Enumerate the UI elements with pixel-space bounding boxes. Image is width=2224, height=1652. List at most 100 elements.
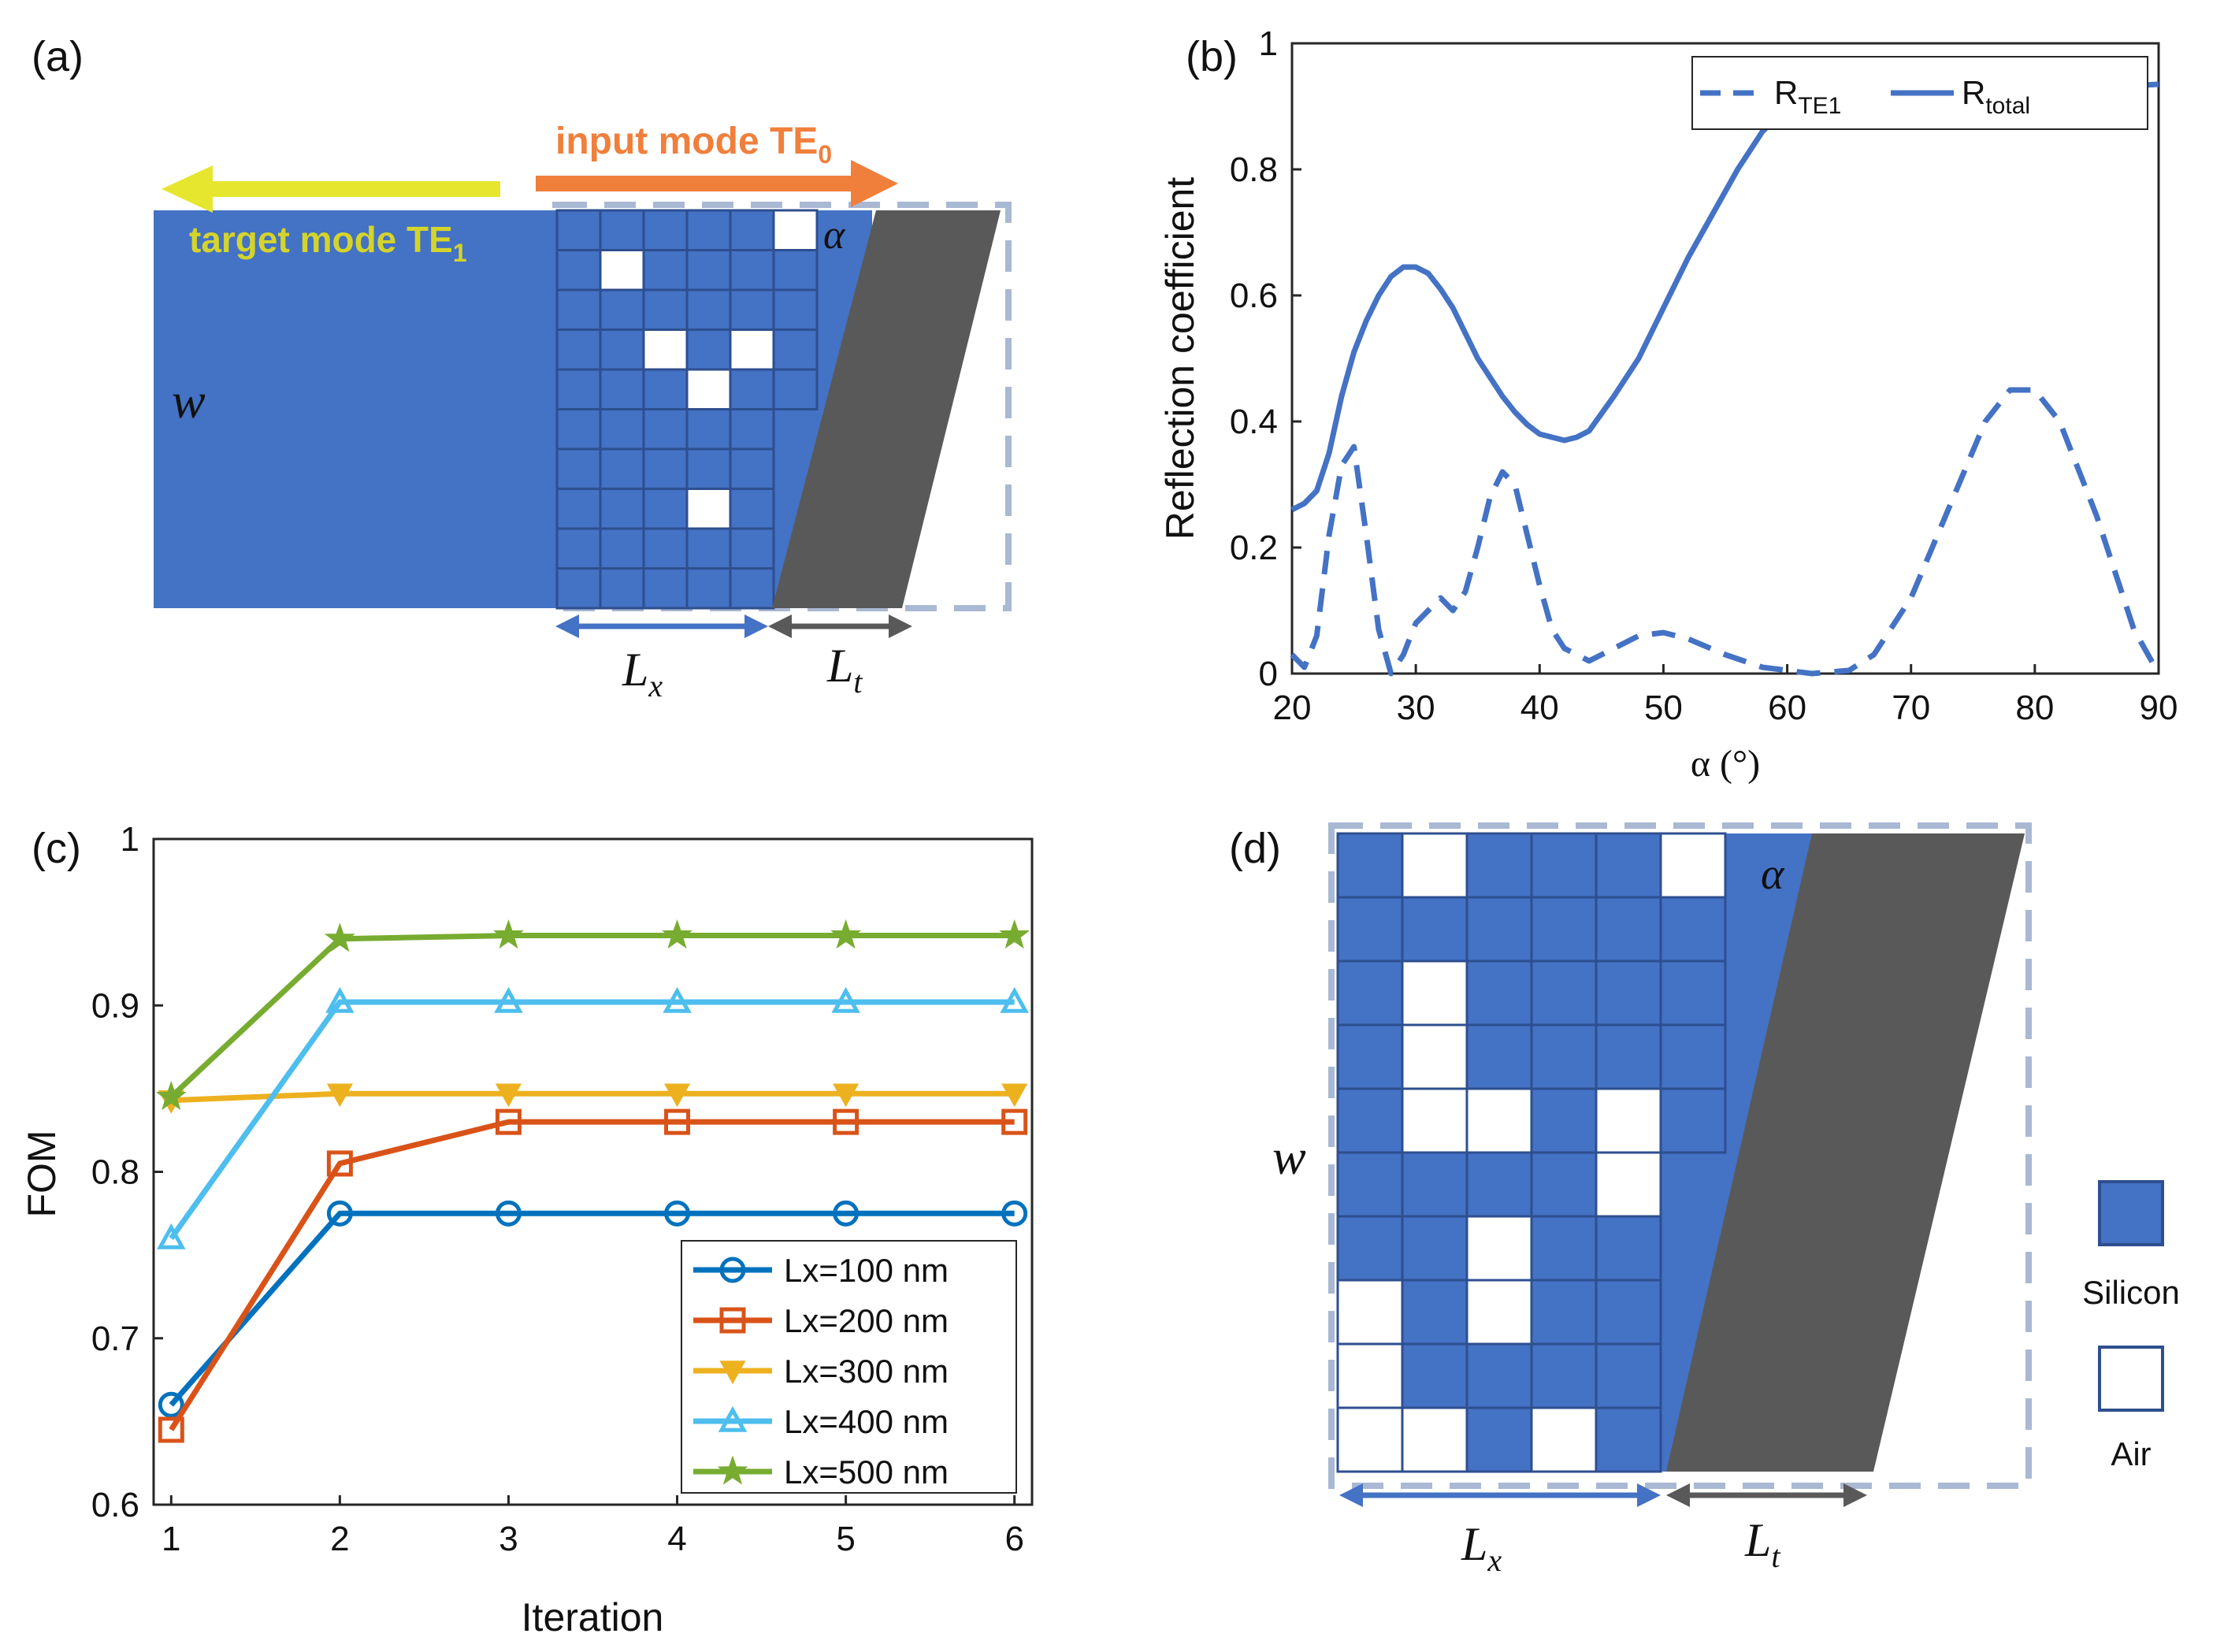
panel-b-chart: (b) 20 30 40 50 60 70 80 90 0 0.2 0.4 0.6 0.8 1 Refle… <box>1158 24 2178 785</box>
x-tick-label-b: 30 <box>1397 689 1435 727</box>
lx-arrow-right-icon <box>744 614 768 638</box>
grid-cell <box>642 329 689 371</box>
target-mode-label: target mode TE1 <box>189 219 467 267</box>
grid-cell <box>772 368 819 410</box>
data-point-circle <box>719 1257 746 1283</box>
data-point-circle <box>326 1200 353 1227</box>
y-tick-label-b: 0 <box>1259 655 1278 693</box>
design-region-box-d <box>1328 822 2032 1489</box>
data-point-triangle-up <box>718 1405 748 1432</box>
grid-cell <box>1336 1342 1404 1409</box>
data-point-square <box>158 1416 184 1443</box>
plot-area-b <box>1290 42 2160 675</box>
series-line-c <box>169 1119 1015 1431</box>
x-axis-title-c: Iteration <box>522 1595 664 1639</box>
data-point-triangle-down <box>495 1083 522 1108</box>
grid-cell <box>772 209 819 251</box>
data-point-star <box>999 919 1030 949</box>
legend-rte1: RTE1 <box>1774 74 1841 119</box>
grid-cell <box>729 329 775 371</box>
taper-region <box>772 210 1001 608</box>
legend-entries-c: Lx=100 nm Lx=200 nm Lx=300 nm Lx=400 nm Lx=5… <box>693 1252 949 1491</box>
data-point-star <box>324 923 355 952</box>
y-tick-label-b: 0.6 <box>1230 277 1278 315</box>
grid-cell <box>1401 1023 1468 1090</box>
axes-c: 1 2 3 4 5 6 0.6 0.7 0.8 0.9 1 <box>91 820 1024 1558</box>
series-line-c <box>169 999 1015 1241</box>
x-tick-label-b: 70 <box>1892 689 1930 727</box>
grid-cell <box>685 368 732 410</box>
air-swatch <box>2098 1346 2164 1412</box>
legend-label-c: Lx=400 nm <box>784 1403 949 1440</box>
grid-cell <box>1595 1406 1662 1473</box>
legend-label-c: Lx=100 nm <box>784 1252 949 1289</box>
data-point-triangle-up <box>831 986 860 1013</box>
legend-rtotal: Rtotal <box>1962 74 2030 119</box>
data-point-circle <box>833 1200 860 1227</box>
y-tick-label-c: 0.7 <box>91 1320 139 1358</box>
lx-arrow-left-icon-d <box>1339 1483 1363 1507</box>
silicon-legend-label: Silicon <box>2082 1274 2180 1311</box>
alpha-label-d: α <box>1761 850 1785 899</box>
data-point-square <box>719 1307 746 1334</box>
series-line-c <box>171 1090 1015 1104</box>
lt-arrow-left-icon <box>768 614 792 638</box>
y-tick-label-b: 1 <box>1259 24 1278 63</box>
lx-label-a: Lx <box>622 644 663 703</box>
panel-d-schematic: (d) α w Lx Lt Silicon Air <box>1229 822 2180 1578</box>
taper-region-d <box>1666 833 2025 1472</box>
lt-arrow-left-icon-d <box>1666 1483 1690 1507</box>
x-tick-label-c: 5 <box>836 1520 855 1558</box>
grid-cell <box>1465 1215 1533 1282</box>
series-line-r-te1 <box>1290 387 2162 677</box>
data-point-triangle-up <box>663 986 692 1013</box>
lt-label-d: Lt <box>1744 1514 1780 1574</box>
panel-c-chart: (c) 1 2 3 4 5 6 0.6 0.7 0.8 0.9 1 FOM Iteration Lx… <box>20 820 1034 1639</box>
data-point-square <box>326 1150 353 1177</box>
input-arrow-icon <box>851 160 898 207</box>
grid-cell <box>1465 1279 1533 1346</box>
grid-cell <box>1595 1087 1662 1154</box>
grid-cell <box>1659 832 1727 899</box>
x-tick-label-c: 1 <box>162 1520 180 1558</box>
legend-label-c: Lx=300 nm <box>784 1353 949 1390</box>
y-axis-title-b: Reflection coefficient <box>1158 177 1202 540</box>
x-axis-title-b: α (°) <box>1691 743 1760 785</box>
air-legend-label: Air <box>2111 1435 2151 1472</box>
lt-arrow-right-icon <box>889 614 912 638</box>
y-tick-label-c: 0.6 <box>91 1486 139 1524</box>
legend-label-c: Lx=200 nm <box>784 1302 949 1339</box>
series-line-c <box>169 933 1015 1099</box>
y-tick-label-c: 0.9 <box>91 986 139 1025</box>
silicon-swatch <box>2098 1180 2164 1246</box>
data-point-square <box>1001 1108 1028 1135</box>
data-point-square <box>495 1108 522 1135</box>
legend-label-c: Lx=500 nm <box>784 1453 949 1491</box>
data-point-triangle-up <box>494 986 523 1013</box>
grid-cell <box>1336 1279 1404 1346</box>
data-point-star <box>155 1080 187 1111</box>
data-point-triangle-down <box>663 1083 691 1108</box>
grid-cell <box>1401 1406 1468 1473</box>
data-point-star <box>492 919 525 949</box>
data-point-triangle-down <box>326 1083 353 1108</box>
width-label-d: w <box>1272 1129 1306 1185</box>
data-point-star <box>830 919 862 949</box>
x-tick-label-b: 90 <box>2140 689 2178 727</box>
x-tick-label-b: 50 <box>1644 689 1683 727</box>
grid-cell <box>729 567 775 610</box>
y-tick-label-c: 0.8 <box>91 1153 139 1192</box>
grid-cell <box>1530 1406 1598 1473</box>
design-grid-a <box>555 209 819 610</box>
grid-cell <box>685 488 732 530</box>
grid-cell <box>599 249 645 291</box>
y-tick-label-c: 1 <box>121 820 139 859</box>
lx-arrow-left-icon <box>555 614 579 638</box>
panel-b-label: (b) <box>1186 33 1238 80</box>
data-point-triangle-down <box>719 1361 746 1385</box>
data-point-triangle-down <box>833 1083 860 1108</box>
alpha-label-a: α <box>823 213 846 258</box>
x-tick-label-b: 40 <box>1520 689 1559 727</box>
input-mode-label: input mode TE0 <box>555 121 832 169</box>
lt-arrow-right-icon-d <box>1843 1483 1867 1507</box>
